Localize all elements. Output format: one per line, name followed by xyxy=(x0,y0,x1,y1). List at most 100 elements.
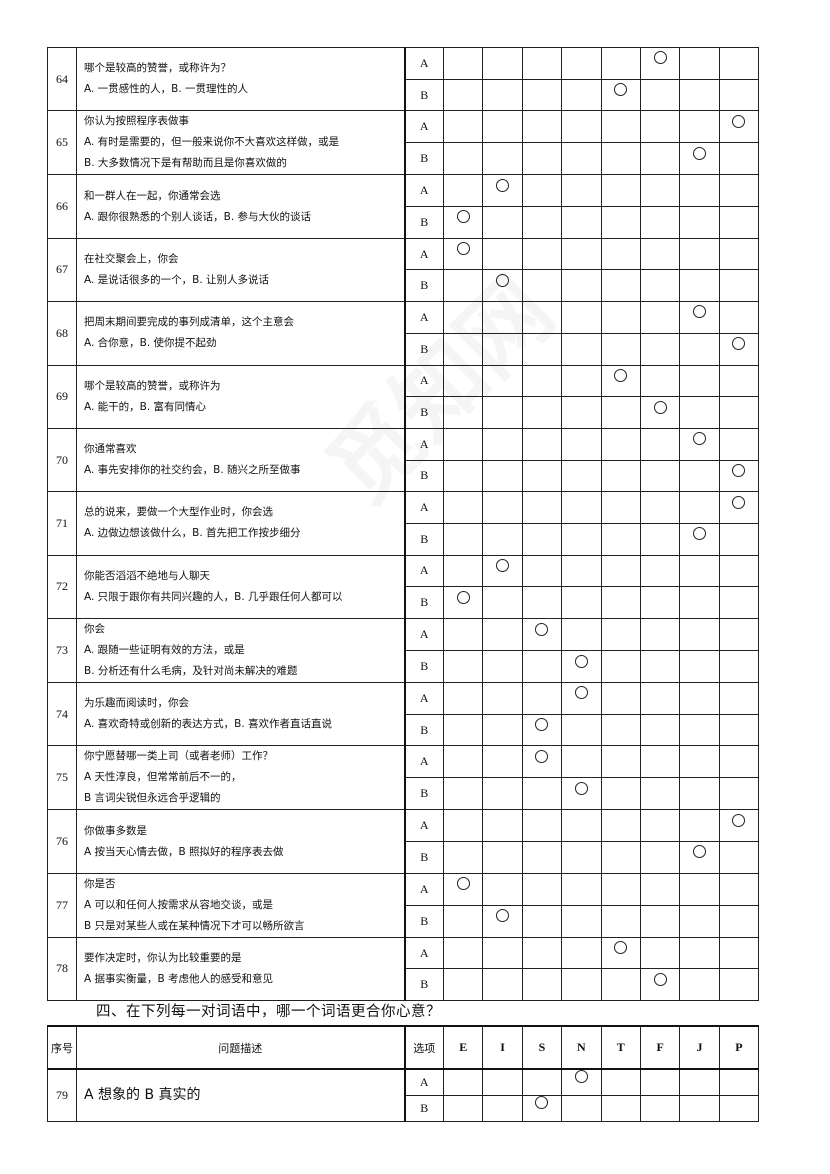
cell-f[interactable] xyxy=(639,745,681,779)
cell-e[interactable] xyxy=(442,777,484,811)
cell-e[interactable] xyxy=(442,936,484,970)
cell-s[interactable] xyxy=(521,872,563,906)
cell-e[interactable] xyxy=(442,650,484,683)
cell-i[interactable] xyxy=(482,364,523,398)
cell-p[interactable] xyxy=(718,427,760,461)
cell-e[interactable] xyxy=(442,364,484,398)
cell-s[interactable] xyxy=(521,745,563,779)
cell-e[interactable] xyxy=(442,809,484,843)
cell-i[interactable] xyxy=(482,301,523,334)
cell-p[interactable] xyxy=(718,1094,760,1122)
cell-e[interactable] xyxy=(442,904,484,938)
cell-j[interactable] xyxy=(679,364,720,398)
cell-p[interactable] xyxy=(718,809,760,843)
cell-e[interactable] xyxy=(442,332,484,366)
cell-t[interactable] xyxy=(600,237,641,271)
cell-p[interactable] xyxy=(718,554,760,588)
cell-s[interactable] xyxy=(521,396,563,429)
cell-j[interactable] xyxy=(679,872,720,906)
cell-e[interactable] xyxy=(442,1094,484,1122)
cell-p[interactable] xyxy=(718,269,760,303)
cell-n[interactable] xyxy=(561,586,602,619)
cell-t[interactable] xyxy=(600,745,641,779)
cell-j[interactable] xyxy=(679,777,720,811)
cell-s[interactable] xyxy=(521,174,563,208)
cell-s[interactable] xyxy=(521,364,563,398)
cell-f[interactable] xyxy=(639,682,681,715)
cell-f[interactable] xyxy=(639,78,681,112)
cell-f[interactable] xyxy=(639,841,681,874)
cell-p[interactable] xyxy=(718,650,760,683)
cell-n[interactable] xyxy=(561,618,602,651)
cell-e[interactable] xyxy=(442,237,484,271)
cell-s[interactable] xyxy=(521,206,563,239)
cell-i[interactable] xyxy=(482,332,523,366)
cell-j[interactable] xyxy=(679,206,720,239)
cell-t[interactable] xyxy=(600,1094,641,1122)
cell-e[interactable] xyxy=(442,491,484,524)
cell-j[interactable] xyxy=(679,1068,720,1096)
cell-j[interactable] xyxy=(679,968,720,1002)
cell-e[interactable] xyxy=(442,618,484,651)
cell-s[interactable] xyxy=(521,47,563,80)
cell-p[interactable] xyxy=(718,586,760,619)
cell-t[interactable] xyxy=(600,841,641,874)
cell-j[interactable] xyxy=(679,491,720,524)
cell-t[interactable] xyxy=(600,396,641,429)
cell-t[interactable] xyxy=(600,713,641,747)
cell-j[interactable] xyxy=(679,459,720,493)
cell-i[interactable] xyxy=(482,650,523,683)
cell-i[interactable] xyxy=(482,872,523,906)
cell-e[interactable] xyxy=(442,1068,484,1096)
cell-f[interactable] xyxy=(639,301,681,334)
cell-t[interactable] xyxy=(600,586,641,619)
cell-p[interactable] xyxy=(718,110,760,144)
cell-s[interactable] xyxy=(521,427,563,461)
cell-f[interactable] xyxy=(639,522,681,556)
cell-t[interactable] xyxy=(600,269,641,303)
cell-f[interactable] xyxy=(639,777,681,811)
cell-e[interactable] xyxy=(442,554,484,588)
cell-j[interactable] xyxy=(679,713,720,747)
cell-f[interactable] xyxy=(639,936,681,970)
cell-p[interactable] xyxy=(718,936,760,970)
cell-i[interactable] xyxy=(482,777,523,811)
cell-j[interactable] xyxy=(679,396,720,429)
cell-s[interactable] xyxy=(521,269,563,303)
cell-p[interactable] xyxy=(718,364,760,398)
cell-j[interactable] xyxy=(679,618,720,651)
cell-i[interactable] xyxy=(482,586,523,619)
cell-t[interactable] xyxy=(600,110,641,144)
cell-i[interactable] xyxy=(482,713,523,747)
cell-j[interactable] xyxy=(679,586,720,619)
cell-n[interactable] xyxy=(561,364,602,398)
cell-s[interactable] xyxy=(521,809,563,843)
cell-f[interactable] xyxy=(639,237,681,271)
cell-p[interactable] xyxy=(718,237,760,271)
cell-n[interactable] xyxy=(561,174,602,208)
cell-e[interactable] xyxy=(442,968,484,1002)
cell-i[interactable] xyxy=(482,682,523,715)
cell-p[interactable] xyxy=(718,142,760,176)
cell-p[interactable] xyxy=(718,1068,760,1096)
cell-n[interactable] xyxy=(561,809,602,843)
cell-s[interactable] xyxy=(521,301,563,334)
cell-s[interactable] xyxy=(521,777,563,811)
cell-t[interactable] xyxy=(600,682,641,715)
cell-t[interactable] xyxy=(600,1068,641,1096)
cell-p[interactable] xyxy=(718,904,760,938)
cell-t[interactable] xyxy=(600,78,641,112)
cell-s[interactable] xyxy=(521,491,563,524)
cell-p[interactable] xyxy=(718,206,760,239)
cell-e[interactable] xyxy=(442,841,484,874)
cell-e[interactable] xyxy=(442,586,484,619)
cell-p[interactable] xyxy=(718,841,760,874)
cell-j[interactable] xyxy=(679,809,720,843)
cell-i[interactable] xyxy=(482,491,523,524)
cell-s[interactable] xyxy=(521,332,563,366)
cell-i[interactable] xyxy=(482,269,523,303)
cell-p[interactable] xyxy=(718,777,760,811)
cell-t[interactable] xyxy=(600,650,641,683)
cell-t[interactable] xyxy=(600,872,641,906)
cell-f[interactable] xyxy=(639,142,681,176)
